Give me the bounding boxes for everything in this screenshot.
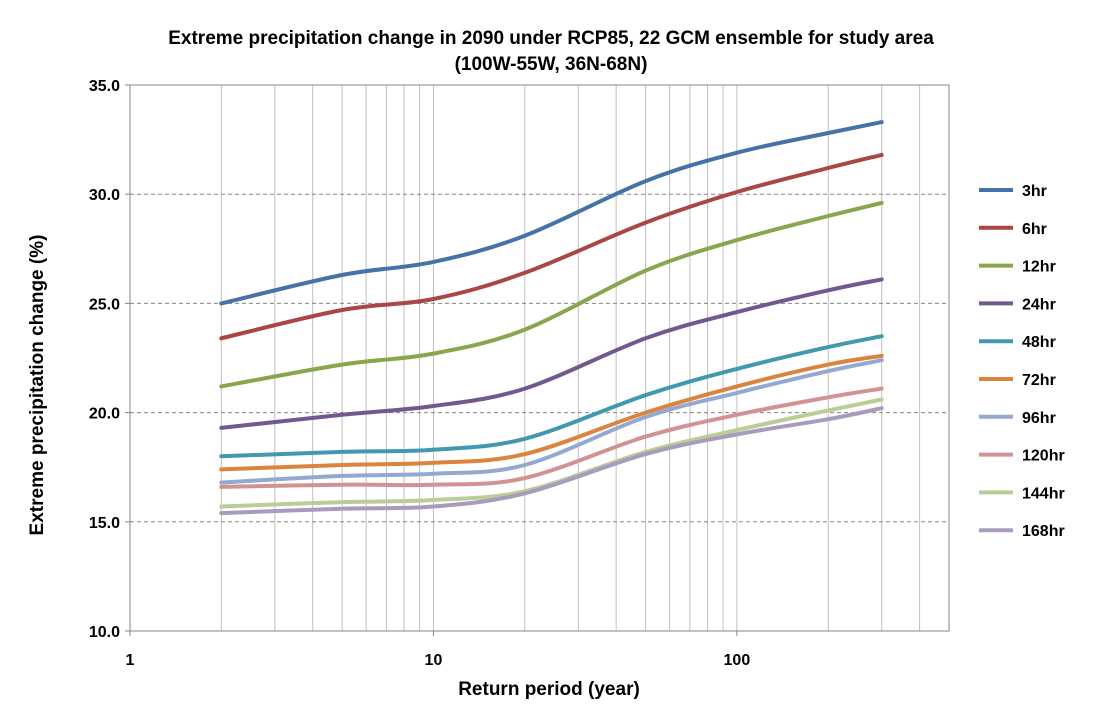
x-axis-title: Return period (year) [458,679,640,700]
legend: 3hr 6hr 12hr 24hr 48hr 72hr 96hr 120hr 144hr 168h… [979,183,1065,540]
y-tick-label: 10.0 [89,624,120,641]
legend-label-144hr: 144hr [1022,485,1065,502]
y-axis-title: Extreme precipitation change (%) [27,235,48,536]
legend-label-6hr: 6hr [1022,221,1047,238]
legend-label-48hr: 48hr [1022,334,1056,351]
y-axis-ticks: 10.0 15.0 20.0 25.0 30.0 35.0 [89,78,130,641]
series-line-168hr [219,406,884,516]
series-line-72hr [219,353,884,472]
chart-subtitle: (100W-55W, 36N-68N) [455,54,648,75]
legend-label-12hr: 12hr [1022,259,1056,276]
series-line-24hr [219,277,884,430]
y-tick-label: 15.0 [89,515,120,532]
legend-label-120hr: 120hr [1022,448,1065,465]
x-axis-ticks: 1 10 100 [126,631,751,669]
series-line-120hr [219,386,884,489]
x-tick-label: 1 [126,652,135,669]
series-line-48hr [219,334,884,459]
legend-label-24hr: 24hr [1022,296,1056,313]
chart-title: Extreme precipitation change in 2090 und… [168,28,934,49]
plot-area-border [129,84,950,632]
legend-label-3hr: 3hr [1022,183,1047,200]
series-line-6hr [219,152,884,341]
x-tick-label: 10 [425,652,443,669]
series-line-3hr [219,120,884,306]
y-tick-label: 35.0 [89,78,120,95]
series-lines [219,120,884,516]
series-line-12hr [219,200,884,389]
y-tick-label: 30.0 [89,187,120,204]
x-tick-label: 100 [724,652,751,669]
legend-label-96hr: 96hr [1022,410,1056,427]
y-tick-label: 20.0 [89,406,120,423]
y-tick-label: 25.0 [89,296,120,313]
legend-label-72hr: 72hr [1022,372,1056,389]
series-line-96hr [219,358,884,485]
legend-label-168hr: 168hr [1022,523,1065,540]
